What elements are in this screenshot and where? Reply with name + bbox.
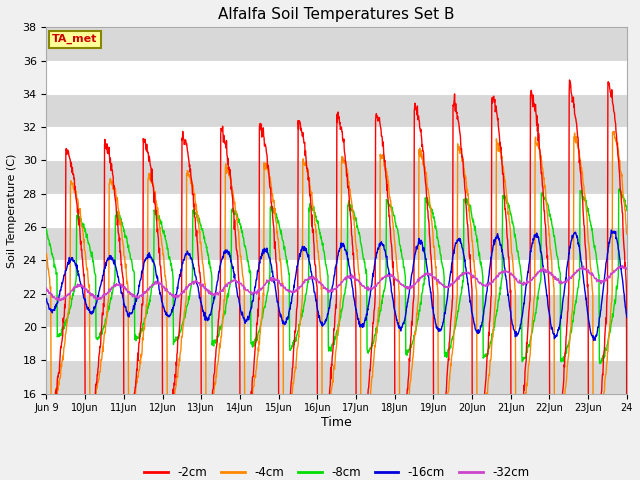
Bar	[47, 260, 627, 294]
Bar	[47, 160, 627, 194]
Bar	[47, 327, 627, 360]
Bar	[47, 127, 627, 160]
Bar	[47, 360, 627, 394]
Y-axis label: Soil Temperature (C): Soil Temperature (C)	[7, 153, 17, 268]
Text: TA_met: TA_met	[52, 34, 98, 44]
Bar	[47, 194, 627, 227]
Title: Alfalfa Soil Temperatures Set B: Alfalfa Soil Temperatures Set B	[218, 7, 455, 22]
X-axis label: Time: Time	[321, 416, 352, 429]
Bar	[47, 294, 627, 327]
Bar	[47, 94, 627, 127]
Legend: -2cm, -4cm, -8cm, -16cm, -32cm: -2cm, -4cm, -8cm, -16cm, -32cm	[140, 462, 534, 480]
Bar	[47, 60, 627, 94]
Bar	[47, 27, 627, 60]
Bar	[47, 227, 627, 260]
